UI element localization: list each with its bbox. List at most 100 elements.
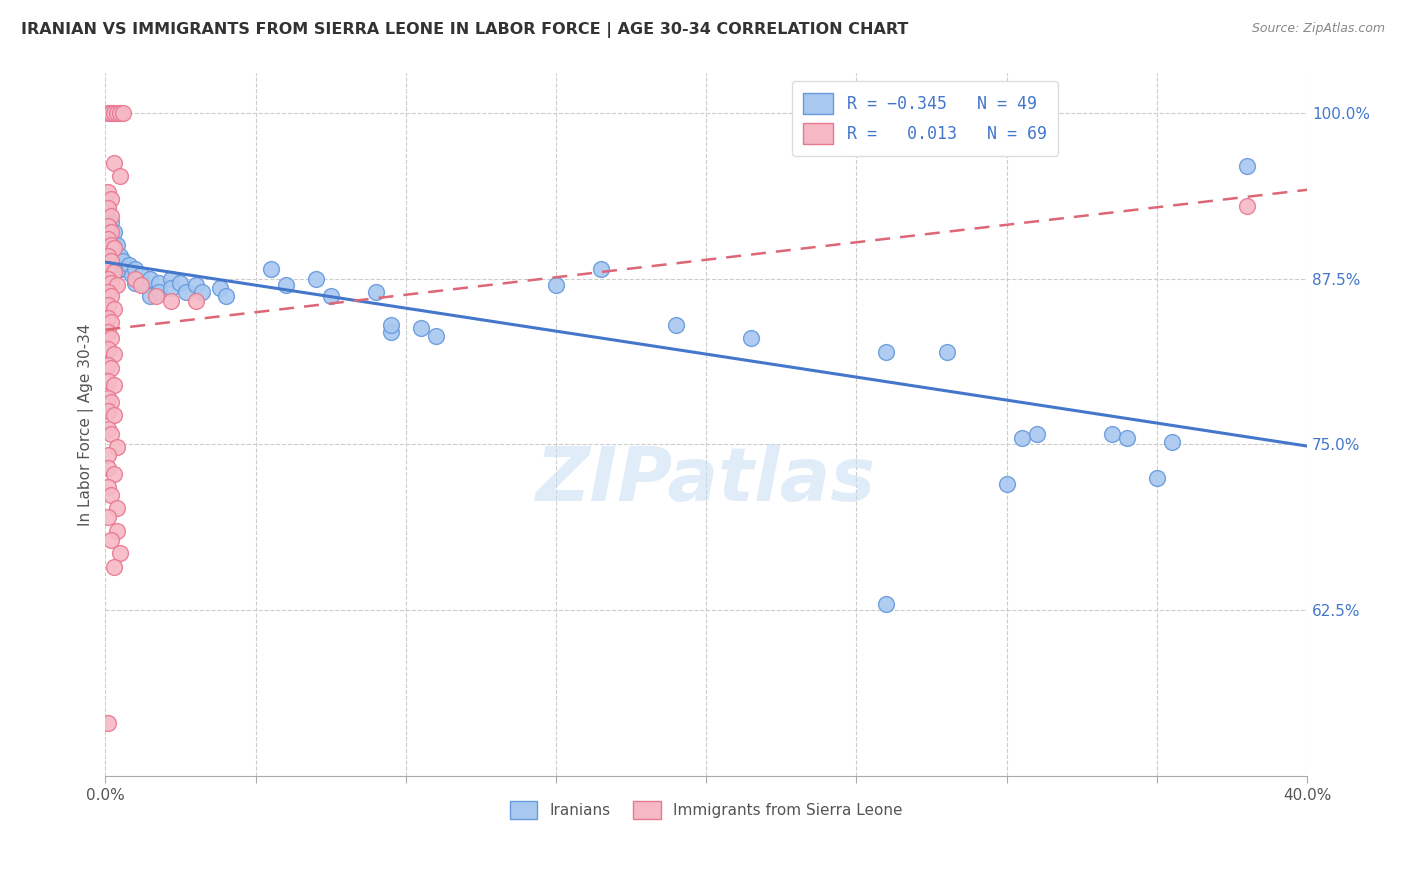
Point [105, 252, 128, 266]
Point [105, 440, 128, 454]
Point [97, 358, 120, 372]
Point [110, 262, 132, 277]
Point [97, 211, 120, 226]
Point [544, 278, 567, 293]
Point [97, 461, 120, 475]
Point [100, 225, 122, 239]
Point [380, 325, 402, 339]
Point [97, 245, 120, 260]
Point [100, 276, 122, 290]
Point [100, 232, 122, 246]
Point [105, 501, 128, 516]
Point [112, 105, 135, 120]
Point [425, 328, 447, 343]
Point [103, 225, 125, 239]
Point [100, 315, 122, 329]
Point [97, 391, 120, 405]
Point [100, 268, 122, 282]
Point [97, 404, 120, 418]
Point [100, 426, 122, 441]
Text: ZIPatlas: ZIPatlas [536, 444, 876, 517]
Point [190, 285, 212, 299]
Point [169, 276, 191, 290]
Point [100, 192, 122, 206]
Point [103, 347, 125, 361]
Point [935, 344, 957, 359]
Point [100, 238, 122, 252]
Point [97, 374, 120, 388]
Point [1011, 431, 1033, 445]
Point [100, 533, 122, 547]
Point [105, 278, 128, 293]
Point [409, 320, 432, 334]
Point [105, 238, 128, 252]
Point [124, 271, 146, 285]
Point [148, 276, 170, 290]
Point [110, 105, 132, 120]
Point [103, 156, 125, 170]
Point [305, 271, 328, 285]
Point [100, 289, 122, 303]
Point [97, 298, 120, 312]
Point [97, 448, 120, 462]
Point [97, 311, 120, 326]
Point [118, 258, 141, 272]
Point [131, 278, 153, 293]
Point [124, 262, 146, 277]
Point [124, 276, 146, 290]
Point [1025, 426, 1047, 441]
Point [105, 524, 128, 538]
Point [184, 294, 207, 309]
Point [97, 510, 120, 524]
Point [100, 258, 122, 272]
Point [103, 254, 125, 268]
Point [97, 202, 120, 216]
Point [100, 395, 122, 409]
Point [100, 214, 122, 228]
Point [97, 219, 120, 233]
Point [875, 597, 897, 611]
Point [591, 262, 613, 277]
Point [160, 294, 183, 309]
Point [160, 271, 183, 285]
Point [103, 409, 125, 423]
Point [97, 105, 120, 120]
Point [100, 105, 122, 120]
Point [1236, 159, 1258, 173]
Point [97, 252, 120, 266]
Point [97, 249, 120, 263]
Point [184, 278, 207, 293]
Point [214, 289, 236, 303]
Point [121, 268, 143, 282]
Point [97, 480, 120, 494]
Point [134, 278, 156, 293]
Point [274, 278, 297, 293]
Point [100, 254, 122, 268]
Point [97, 342, 120, 356]
Point [100, 488, 122, 502]
Point [100, 360, 122, 375]
Y-axis label: In Labor Force | Age 30-34: In Labor Force | Age 30-34 [79, 323, 94, 525]
Point [105, 105, 128, 120]
Point [1115, 431, 1137, 445]
Point [97, 285, 120, 299]
Point [97, 232, 120, 246]
Point [1146, 470, 1168, 484]
Point [110, 249, 132, 263]
Point [97, 271, 120, 285]
Point [148, 285, 170, 299]
Point [103, 265, 125, 279]
Point [208, 281, 231, 295]
Point [131, 268, 153, 282]
Point [103, 241, 125, 255]
Point [97, 227, 120, 242]
Point [995, 477, 1018, 491]
Point [176, 285, 198, 299]
Point [145, 289, 167, 303]
Text: IRANIAN VS IMMIGRANTS FROM SIERRA LEONE IN LABOR FORCE | AGE 30-34 CORRELATION C: IRANIAN VS IMMIGRANTS FROM SIERRA LEONE … [21, 22, 908, 38]
Point [103, 105, 125, 120]
Point [319, 289, 342, 303]
Point [100, 209, 122, 223]
Point [103, 467, 125, 481]
Text: Source: ZipAtlas.com: Source: ZipAtlas.com [1251, 22, 1385, 36]
